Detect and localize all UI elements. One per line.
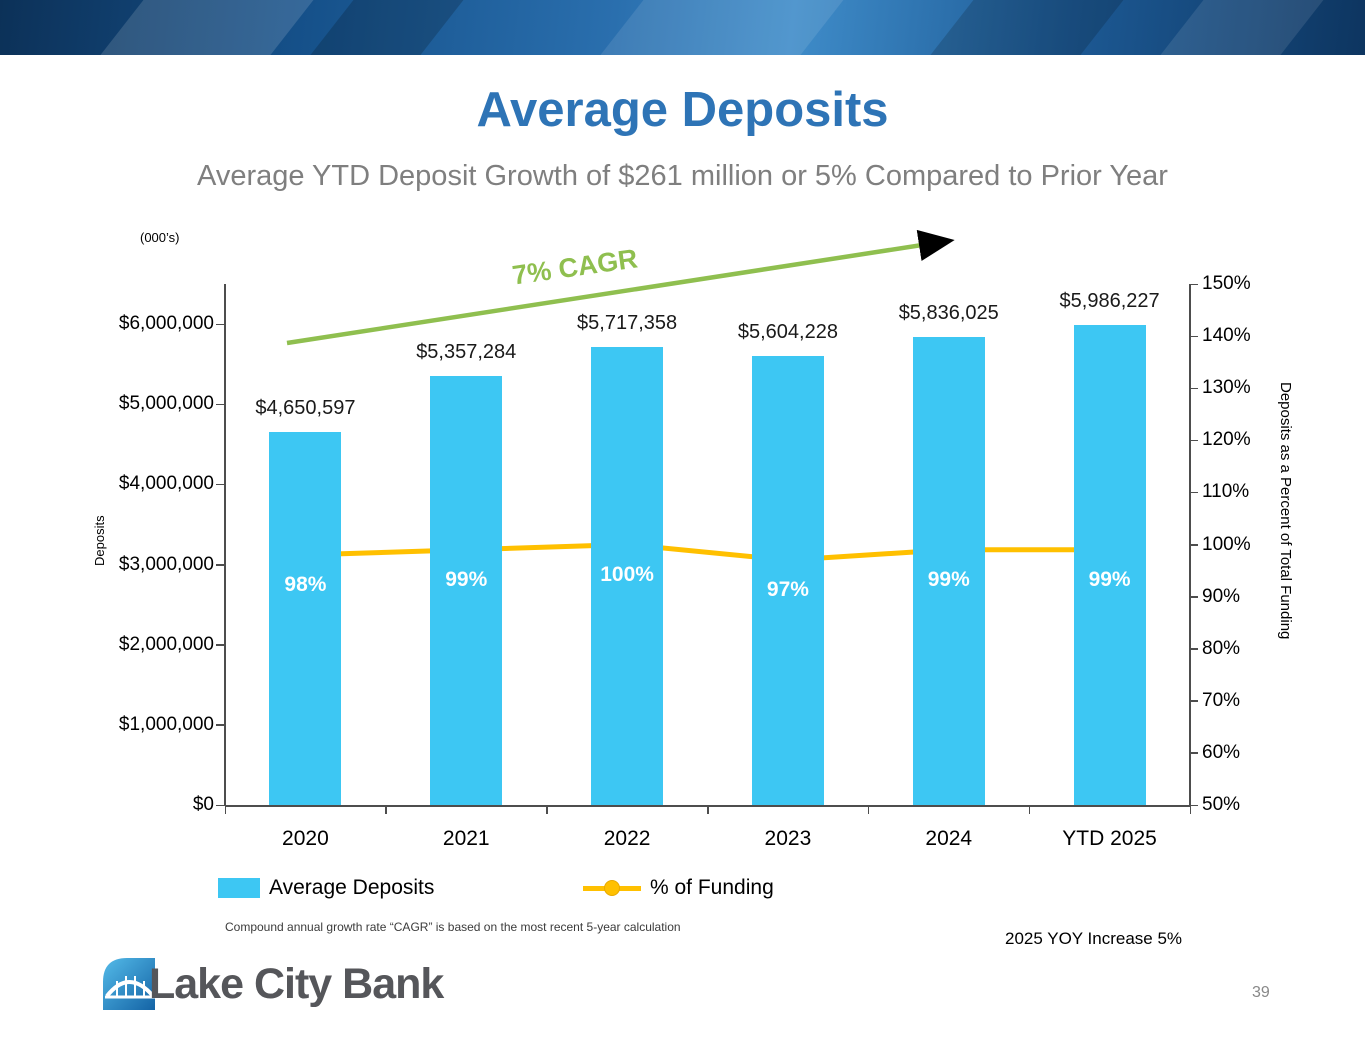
right-axis-tick (1189, 283, 1198, 285)
top-banner (0, 0, 1365, 55)
left-axis-tick (216, 564, 225, 566)
x-axis-label: 2024 (925, 827, 973, 850)
right-axis-tick (1189, 700, 1198, 702)
bar-value-label: $5,717,358 (577, 311, 678, 334)
x-axis-label: 2023 (764, 827, 812, 850)
x-axis-tick (707, 805, 709, 814)
right-axis-tick (1189, 335, 1198, 338)
right-axis-tick-label: 150% (1202, 273, 1251, 294)
footnote: Compound annual growth rate “CAGR” is ba… (225, 920, 681, 934)
right-axis-tick-label: 50% (1202, 794, 1241, 815)
left-axis-tick-label: $6,000,000 (118, 313, 214, 334)
right-axis-tick (1189, 387, 1198, 390)
bar-2020 (269, 432, 342, 805)
right-axis-tick-label: 90% (1202, 585, 1241, 607)
right-axis-tick (1189, 648, 1198, 650)
bar-value-label: $5,836,025 (898, 302, 999, 325)
left-axis-tick (216, 644, 225, 646)
right-axis-tick-label: 70% (1202, 689, 1241, 711)
left-axis-tick-label: $1,000,000 (118, 713, 214, 735)
left-axis-tick-label: $4,000,000 (118, 473, 214, 495)
yoy-increase-note: 2025 YOY Increase 5% (1005, 929, 1183, 948)
right-axis-tick (1189, 544, 1198, 546)
slide-title: Average Deposits (476, 83, 889, 137)
legend-label: Average Deposits (269, 876, 435, 899)
left-axis-tick (216, 724, 225, 726)
left-axis-tick-label: $2,000,000 (118, 633, 214, 655)
bar-value-label: $4,650,597 (255, 397, 356, 420)
bar-value-label: $5,357,284 (416, 340, 517, 363)
x-axis-tick (385, 805, 387, 814)
page-number: 39 (1252, 984, 1270, 1001)
left-axis-tick (216, 483, 225, 486)
x-axis-tick (1028, 805, 1031, 814)
left-axis-tick-label: $0 (192, 794, 214, 815)
bar-value-label: $5,604,228 (737, 320, 838, 343)
bar-2021 (430, 375, 503, 805)
x-axis-label: 2022 (603, 827, 651, 850)
right-axis-tick-label: 100% (1202, 533, 1251, 555)
left-axis-tick-label: $5,000,000 (118, 393, 214, 415)
line-point-label: 99% (1088, 567, 1131, 591)
line-point-label: 98% (284, 572, 327, 596)
right-axis-tick-label: 110% (1202, 481, 1250, 503)
units-label: (000’s) (140, 230, 180, 245)
x-axis-label: YTD 2025 (1062, 827, 1157, 850)
left-axis-tick (216, 403, 225, 406)
x-axis-tick (1189, 805, 1191, 814)
right-axis-tick-label: 60% (1202, 741, 1241, 763)
chart-legend: Average Deposits % of Funding (0, 876, 1365, 906)
left-axis-line (224, 284, 226, 805)
bar-value-label: $5,986,227 (1059, 290, 1160, 313)
right-axis-tick (1189, 439, 1198, 442)
cagr-annotation: 7% CAGR (510, 243, 640, 291)
right-axis-tick (1189, 491, 1198, 494)
slide-subtitle: Average YTD Deposit Growth of $261 milli… (197, 160, 1168, 192)
line-point-label: 97% (766, 578, 809, 602)
left-axis-tick (216, 804, 225, 806)
legend-item-average-deposits: Average Deposits (218, 876, 434, 900)
line-swatch-icon (583, 878, 641, 898)
logo-text: Lake City Bank (149, 959, 444, 1008)
x-axis-label: 2021 (442, 827, 490, 850)
x-axis-tick (546, 805, 548, 814)
legend-item-percent-of-funding: % of Funding (583, 876, 774, 900)
bar-2022 (591, 346, 664, 805)
line-point-label: 99% (927, 567, 970, 591)
right-axis-tick (1189, 596, 1198, 598)
x-axis-tick (224, 805, 226, 814)
left-axis-tick-label: $3,000,000 (118, 553, 214, 575)
line-point-label: 99% (445, 567, 488, 591)
bar-2024 (912, 337, 985, 805)
funding-line (302, 541, 1113, 563)
bar-2023 (751, 355, 824, 805)
x-axis-label: 2020 (282, 827, 329, 850)
right-axis-tick-label: 130% (1202, 377, 1251, 399)
right-axis-tick-label: 80% (1202, 637, 1241, 659)
funding-line-series (296, 535, 1119, 570)
right-axis-tick-label: 140% (1202, 325, 1251, 347)
right-axis-tick-label: 120% (1202, 429, 1251, 451)
left-axis-tick (216, 323, 225, 325)
bar-swatch-icon (218, 878, 260, 898)
lake-city-bank-logo: Lake City Bank (95, 950, 444, 1018)
right-axis-tick (1189, 752, 1198, 754)
bar-YTD 2025 (1073, 325, 1146, 805)
line-point-label: 100% (600, 562, 654, 586)
legend-label: % of Funding (650, 876, 774, 899)
x-axis-tick (867, 805, 870, 814)
bridge-logo-icon (103, 958, 155, 1010)
right-axis-tick (1189, 804, 1198, 806)
